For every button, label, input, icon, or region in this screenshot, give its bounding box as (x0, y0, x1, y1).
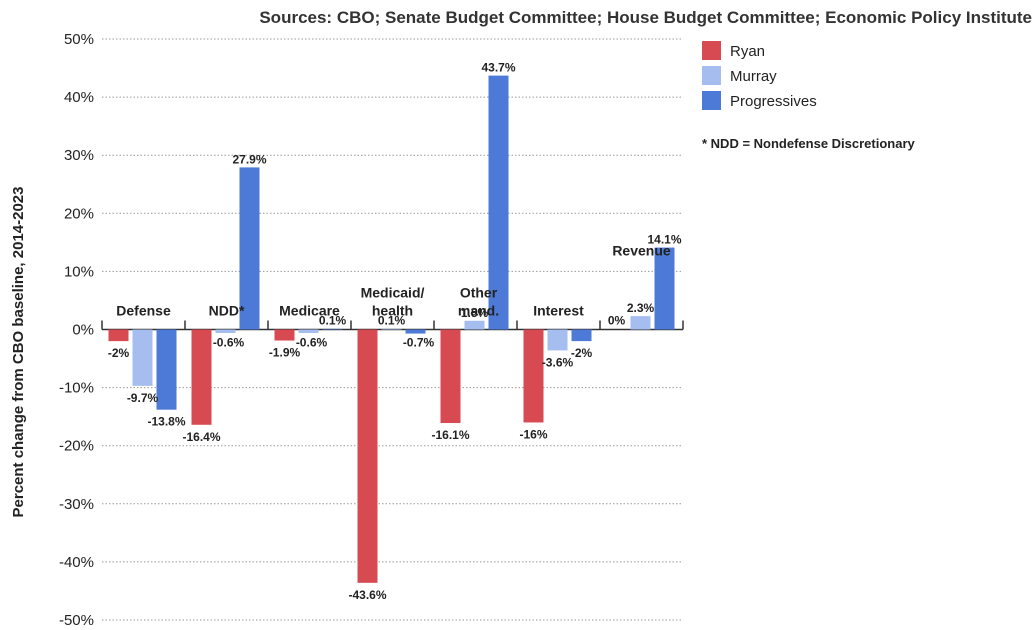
bar-progressives (571, 329, 592, 342)
bar-progressives (654, 247, 675, 330)
bar-progressives (239, 167, 260, 330)
y-tick-label: 20% (64, 205, 94, 222)
category-label: Medicare (279, 303, 340, 319)
gridlines: 50% 40% 30% 20% 10% 0% -10% -20% -30% -40% -50% (59, 31, 683, 629)
y-tick-label: 10% (64, 263, 94, 280)
category-label: Revenue (612, 243, 671, 259)
y-tick-label: -40% (59, 554, 94, 571)
category-label: Interest (533, 303, 584, 319)
category-label: Medicaid/ (361, 285, 425, 301)
bar-ryan (274, 329, 295, 341)
data-label-progressives: 0.1% (319, 314, 347, 328)
y-axis-label: Percent change from CBO baseline, 2014-2… (10, 187, 27, 518)
data-label-ryan: -2% (108, 346, 130, 360)
data-label-murray: -0.6% (296, 336, 328, 350)
bar-murray (630, 316, 651, 330)
data-label-murray: -9.7% (127, 391, 159, 405)
legend-label-ryan: Ryan (730, 43, 765, 60)
y-tick-label: 50% (64, 31, 94, 48)
bar-progressives (488, 75, 509, 330)
data-labels: -2% -16.4% -1.9% -43.6% -16.1% -16% 0% -9.7% -0.… (108, 61, 682, 602)
legend-swatch-progressives (702, 91, 721, 110)
legend-note: * NDD = Nondefense Discretionary (702, 136, 916, 151)
bar-progressives (405, 329, 426, 334)
bar-ryan (191, 329, 212, 425)
data-label-progressives: 27.9% (232, 152, 266, 166)
y-tick-label: -20% (59, 438, 94, 455)
legend: Ryan Murray Progressives (702, 41, 817, 110)
data-label-ryan: 0% (608, 314, 626, 328)
y-tick-label: 0% (72, 322, 94, 339)
legend-swatch-ryan (702, 41, 721, 60)
data-label-murray: 0.1% (378, 314, 406, 328)
bar-ryan (108, 329, 129, 342)
data-label-ryan: -16% (519, 427, 547, 441)
category-label: NDD* (209, 303, 245, 319)
data-label-murray: 2.3% (627, 301, 655, 315)
data-label-ryan: -1.9% (269, 346, 301, 360)
chart-title: Sources: CBO; Senate Budget Committee; H… (259, 8, 1032, 27)
data-label-progressives: -13.8% (147, 415, 185, 429)
legend-swatch-murray (702, 66, 721, 85)
category-label: health (372, 303, 413, 319)
bar-murray (464, 320, 485, 330)
bar-murray (381, 328, 402, 330)
data-label-murray: -0.6% (213, 336, 245, 350)
category-label: mand. (458, 303, 499, 319)
data-label-progressives: 14.1% (647, 233, 681, 247)
data-label-murray: 1.5% (461, 306, 489, 320)
y-tick-label: 30% (64, 147, 94, 164)
bar-ryan (357, 329, 378, 583)
bar-murray (547, 329, 568, 351)
y-tick-label: 40% (64, 89, 94, 106)
y-tick-label: -30% (59, 496, 94, 513)
bar-ryan (440, 329, 461, 424)
bar-progressives (322, 328, 343, 330)
bar-murray (132, 329, 153, 386)
data-label-ryan: -16.4% (182, 430, 220, 444)
bar-progressives (156, 329, 177, 410)
data-label-ryan: -16.1% (431, 428, 469, 442)
data-label-progressives: 43.7% (481, 61, 515, 75)
category-label: Defense (116, 303, 171, 319)
legend-label-progressives: Progressives (730, 93, 817, 110)
bar-ryan (523, 329, 544, 423)
data-label-progressives: -0.7% (403, 336, 435, 350)
legend-label-murray: Murray (730, 68, 777, 85)
bar-murray (298, 329, 319, 333)
bar-murray (215, 329, 236, 333)
category-labels: Defense NDD* Medicare Medicaid/health Other m… (116, 243, 671, 319)
bars (108, 75, 675, 583)
data-label-murray: -3.6% (542, 355, 574, 369)
y-tick-label: -50% (59, 612, 94, 629)
data-label-ryan: -43.6% (348, 588, 386, 602)
y-tick-label: -10% (59, 380, 94, 397)
data-label-progressives: -2% (571, 346, 593, 360)
category-label: Other (460, 285, 498, 301)
